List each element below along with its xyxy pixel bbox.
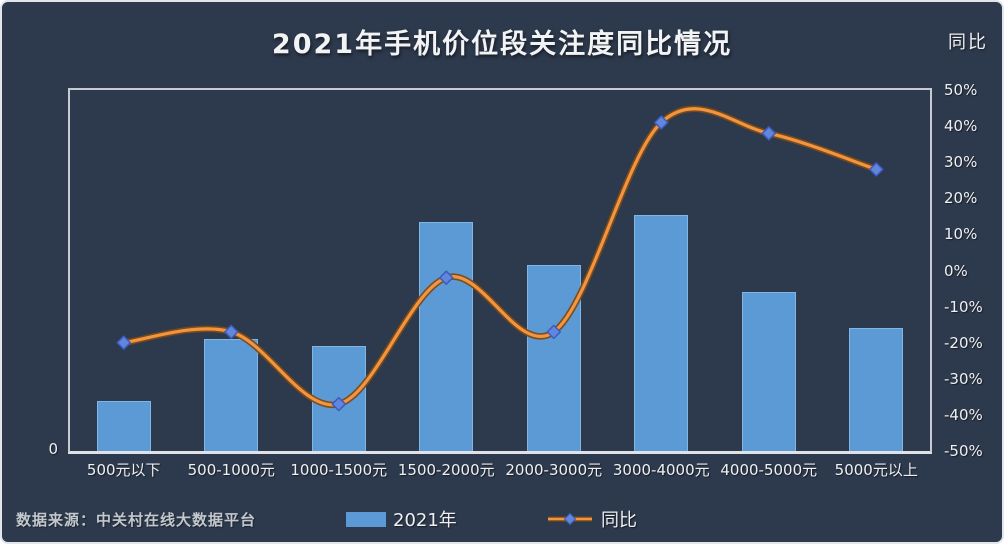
x-axis-label-3000-4000元: 3000-4000元: [612, 461, 710, 479]
right-axis-tick--40%: -40%: [944, 405, 983, 424]
right-axis-tick-50%: 50%: [944, 81, 978, 99]
bar-1500-2000元: [419, 221, 474, 451]
x-axis-label-1500-2000元: 1500-2000元: [397, 461, 495, 479]
right-axis-tick-10%: 10%: [944, 225, 978, 244]
yoy-marker-500元以下: [116, 335, 132, 350]
yoy-marker-5000元以上: [869, 162, 884, 177]
legend-label-2021: 2021年: [393, 510, 457, 531]
bar-3000-4000元: [634, 214, 689, 451]
right-axis-tick-40%: 40%: [944, 117, 978, 136]
bar-5000元以上: [849, 328, 904, 451]
line-diamond-icon: [548, 512, 592, 526]
bar-500元以下: [96, 400, 151, 451]
yoy-marker-1500-2000元: [439, 270, 454, 285]
legend-item-yoy: 同比: [546, 506, 637, 532]
yoy-marker-2000-3000元: [546, 324, 562, 340]
chart-title: 2021年手机价位段关注度同比情况: [271, 29, 733, 60]
x-axis-label-4000-5000元: 4000-5000元: [720, 461, 818, 479]
bar-4000-5000元: [741, 292, 796, 451]
source-note: 数据来源：中关村在线大数据平台: [16, 511, 257, 529]
right-axis-tick-20%: 20%: [944, 189, 978, 208]
x-axis-label-1000-1500元: 1000-1500元: [290, 461, 388, 479]
bar-swatch-icon: [346, 511, 386, 527]
x-axis-label-500-1000元: 500-1000元: [187, 461, 275, 479]
x-axis-label-2000-3000元: 2000-3000元: [505, 461, 603, 479]
right-axis-tick-0%: 0%: [944, 261, 968, 280]
yoy-marker-1000-1500元: [331, 396, 347, 412]
right-axis-tick--20%: -20%: [944, 333, 983, 352]
yoy-line: [122, 107, 878, 407]
yoy-marker-500-1000元: [224, 324, 239, 340]
yoy-line-outline: [120, 105, 880, 409]
legend-item-2021: 2021年: [346, 506, 457, 532]
right-axis-tick-30%: 30%: [944, 153, 978, 172]
line-series: [116, 105, 884, 412]
yoy-marker-3000-4000元: [654, 115, 669, 130]
bar-500-1000元: [204, 339, 259, 451]
right-axis-tick--10%: -10%: [944, 297, 983, 316]
legend-label-yoy: 同比: [601, 510, 637, 531]
x-axis-label-500元以下: 500元以下: [86, 461, 161, 479]
right-axis-tick--50%: -50%: [944, 442, 983, 460]
plot-area: [68, 88, 932, 454]
right-axis-title: 同比: [948, 32, 988, 53]
yoy-marker-4000-5000元: [761, 126, 777, 141]
bar-2000-3000元: [526, 265, 581, 451]
right-axis-tick--30%: -30%: [944, 369, 983, 388]
x-axis-label-5000元以上: 5000元以上: [834, 461, 918, 479]
left-axis-zero-label: 0: [48, 440, 58, 458]
